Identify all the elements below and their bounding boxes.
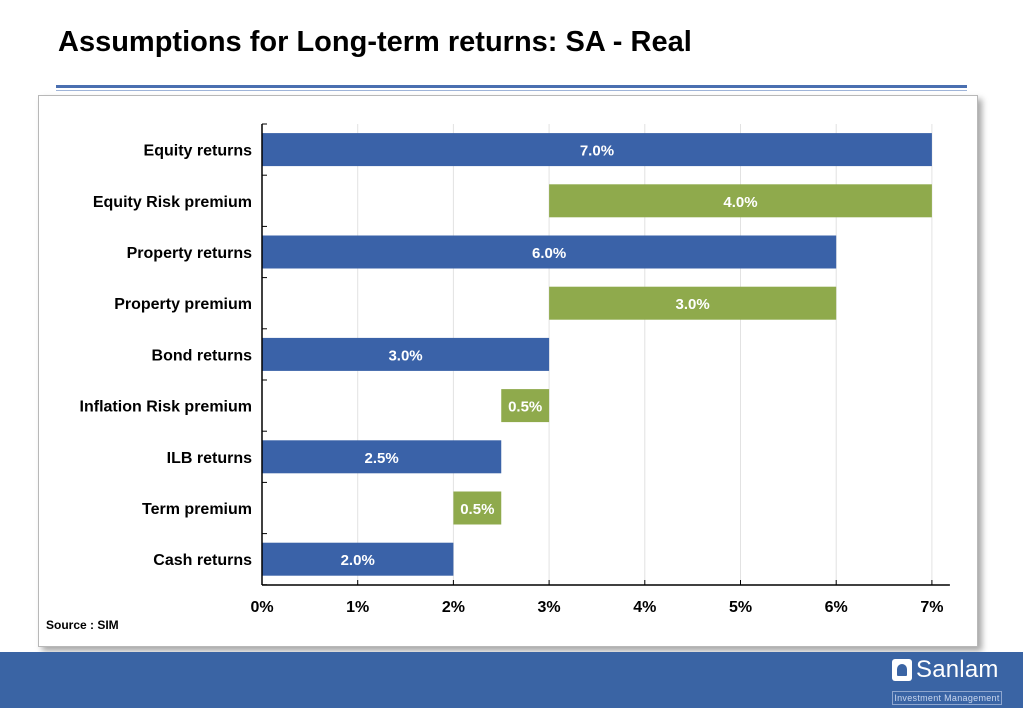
category-label: Bond returns: [152, 347, 253, 364]
category-label: Property premium: [114, 296, 252, 313]
bar: [262, 337, 550, 371]
category-label: Cash returns: [153, 552, 252, 569]
category-label: ILB returns: [167, 450, 252, 467]
bar-value-label: 0.5%: [508, 399, 542, 416]
bar-value-label: 7.0%: [580, 143, 614, 160]
source-note: Source : SIM: [46, 618, 119, 632]
bar-value-label: 3.0%: [388, 347, 422, 364]
bar: [262, 440, 502, 474]
x-tick-label: 4%: [633, 599, 656, 616]
bar: [501, 389, 550, 423]
bar-value-label: 4.0%: [723, 194, 757, 211]
sanlam-logo-icon: [892, 659, 912, 681]
logo-subtitle: Investment Management: [892, 691, 1002, 705]
category-label: Term premium: [142, 501, 252, 518]
sanlam-logo: Sanlam Investment Management: [892, 656, 1004, 705]
slide-title: Assumptions for Long-term returns: SA - …: [58, 26, 692, 58]
category-label: Property returns: [127, 245, 252, 262]
footer-band: [0, 652, 1023, 708]
x-tick-label: 1%: [346, 599, 369, 616]
title-rule: [56, 85, 967, 88]
bar: [262, 542, 454, 576]
bar-value-label: 2.5%: [365, 450, 399, 467]
bar: [453, 491, 502, 525]
x-tick-label: 7%: [920, 599, 943, 616]
title-rule-thin: [56, 90, 967, 91]
x-tick-label: 6%: [825, 599, 848, 616]
category-label: Inflation Risk premium: [80, 399, 252, 416]
x-tick-label: 0%: [250, 599, 273, 616]
bar-chart: 7.0% Equity returns 4.0% Equity Risk premiu…: [80, 123, 950, 616]
logo-wordmark: Sanlam: [916, 656, 999, 683]
bar: [549, 184, 932, 218]
bar: [549, 286, 837, 320]
bar: [262, 235, 837, 269]
x-tick-label: 3%: [538, 599, 561, 616]
bar-value-label: 0.5%: [460, 501, 494, 518]
x-tick-label: 5%: [729, 599, 752, 616]
bar-value-label: 2.0%: [341, 552, 375, 569]
category-label: Equity Risk premium: [93, 194, 252, 211]
x-tick-label: 2%: [442, 599, 465, 616]
bar-value-label: 6.0%: [532, 245, 566, 262]
bar: [262, 133, 932, 167]
category-label: Equity returns: [144, 143, 253, 160]
bar-value-label: 3.0%: [676, 296, 710, 313]
